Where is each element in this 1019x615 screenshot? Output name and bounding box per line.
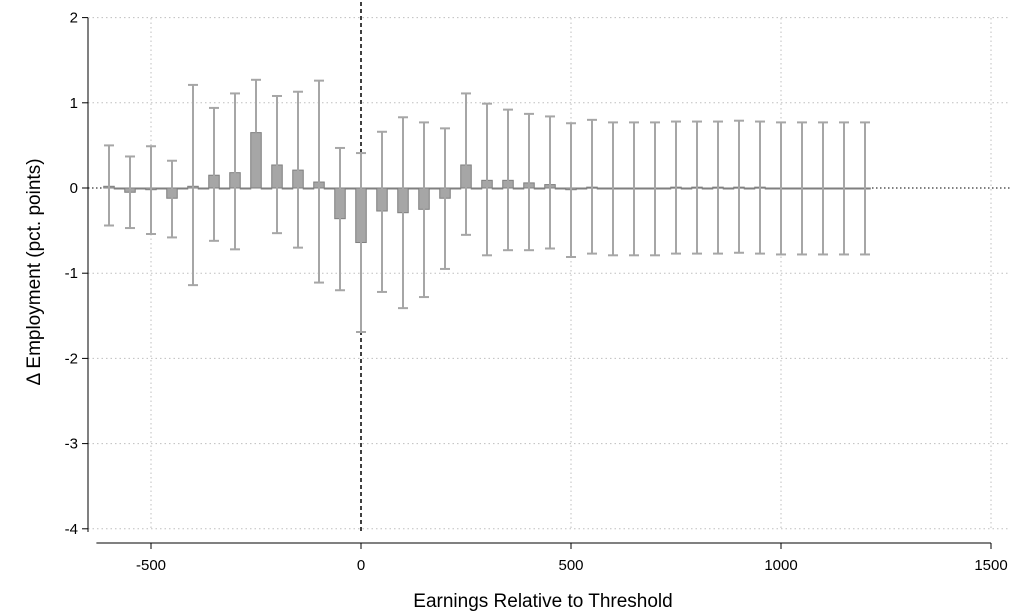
x-tick-label: 1000	[764, 557, 797, 574]
x-tick-label: -500	[136, 557, 166, 574]
histogram-bar	[722, 187, 735, 190]
y-tick-label: -2	[65, 350, 78, 367]
histogram-bar	[533, 187, 546, 190]
y-tick-label: 2	[70, 10, 78, 27]
histogram-bar	[323, 187, 336, 190]
histogram-bar	[218, 187, 231, 190]
histogram-bar	[239, 187, 252, 190]
histogram-bar	[449, 187, 462, 190]
histogram-bar	[470, 187, 483, 190]
histogram-bar	[176, 187, 189, 190]
histogram-bar	[806, 187, 819, 190]
histogram-bar	[575, 187, 588, 190]
y-tick-label: -3	[65, 436, 78, 453]
histogram-bar	[743, 187, 756, 190]
axes: 2 1 0 -1 -2 -3 -4 -500 0 500 1000 1500	[65, 10, 1008, 574]
x-tick-label: 500	[558, 557, 583, 574]
histogram-bar	[302, 187, 315, 190]
histogram-bar	[617, 187, 630, 190]
histogram-bar	[407, 187, 420, 190]
histogram-bar	[848, 187, 861, 190]
histogram-bar	[260, 187, 273, 190]
histogram-bar	[491, 187, 504, 190]
histogram-bar	[134, 187, 147, 190]
grid	[88, 17, 1010, 531]
histogram-bar	[764, 187, 777, 190]
histogram-bar	[554, 187, 567, 190]
histogram-bar	[281, 187, 294, 190]
histogram-bar	[701, 187, 714, 190]
histogram-bar	[785, 187, 798, 190]
histogram-bar	[386, 187, 399, 190]
histogram-bar	[250, 132, 262, 189]
histogram-bar	[344, 187, 357, 190]
histogram-bar	[512, 187, 525, 190]
histogram-bar	[596, 187, 609, 190]
histogram-bar	[197, 187, 210, 190]
y-axis-title: Δ Employment (pct. points)	[24, 158, 45, 385]
histogram-bar	[638, 187, 651, 190]
x-tick-label: 1500	[974, 557, 1007, 574]
histogram-bar	[113, 187, 126, 190]
x-tick-label: 0	[357, 557, 365, 574]
histogram-bar	[155, 187, 168, 190]
histogram-bar	[428, 187, 441, 190]
y-tick-label: 1	[70, 95, 78, 112]
y-tick-label: 0	[70, 180, 78, 197]
y-tick-label: -4	[65, 521, 78, 538]
x-axis-title: Earnings Relative to Threshold	[413, 591, 672, 612]
histogram-bar	[365, 187, 378, 190]
histogram-bar	[827, 187, 840, 190]
y-tick-label: -1	[65, 265, 78, 282]
histogram-bar	[680, 187, 693, 190]
error-bars	[104, 78, 870, 333]
reference-lines	[88, 2, 1010, 531]
histogram-bar	[659, 187, 672, 190]
